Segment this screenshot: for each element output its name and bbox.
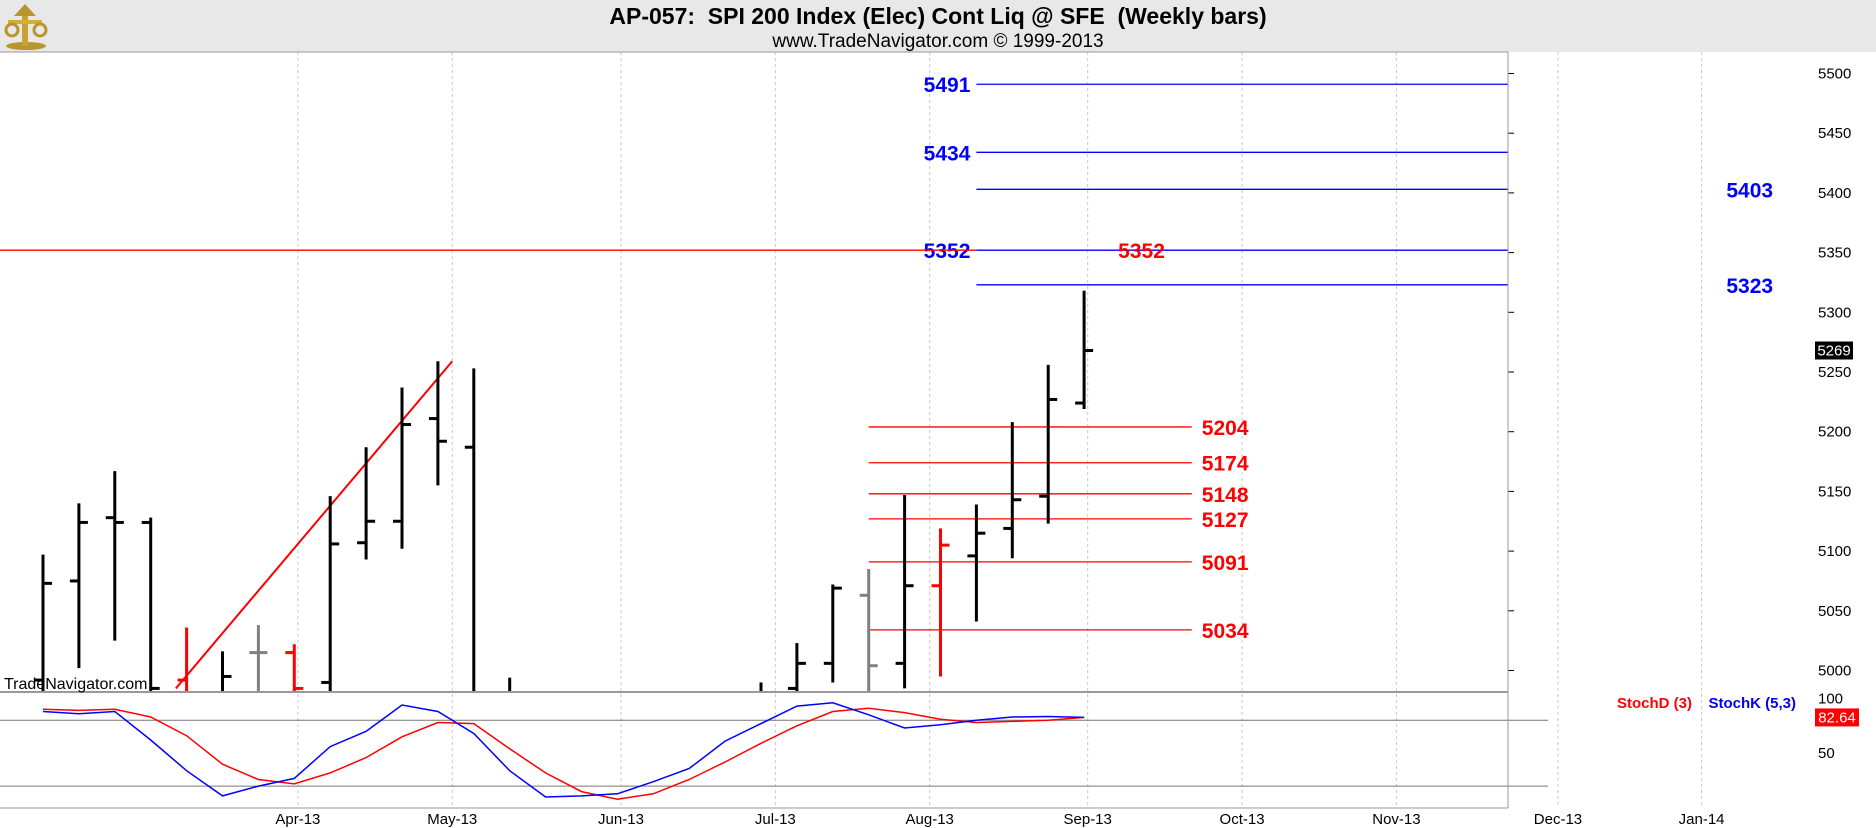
y-tick-label: 5400 [1818,185,1851,202]
y-tick-label: 5200 [1818,424,1851,441]
y-tick-label: 5000 [1818,663,1851,680]
last-price-badge [1815,341,1853,360]
x-tick-label: Apr-13 [275,811,320,828]
x-tick-label: Oct-13 [1220,811,1265,828]
ohlc-bar [1039,364,1058,524]
ohlc-bar [967,504,986,622]
stoch-tick-label: 100 [1818,690,1843,707]
x-tick-label: Dec-13 [1534,811,1582,828]
y-tick-label: 5100 [1818,543,1851,560]
chart-subtitle: www.TradeNavigator.com © 1999-2013 [772,31,1104,52]
ohlc-bar [823,584,842,683]
ohlc-bar [759,682,763,692]
chart-title: AP-057: SPI 200 Index (Elec) Cont Liq @ … [609,3,1267,29]
level-label-5127: 5127 [1202,509,1249,532]
chart-header: AP-057: SPI 200 Index (Elec) Cont Liq @ … [0,0,1876,52]
trendline [175,360,454,690]
stoch-line-k [42,702,1085,798]
stoch-line-d [42,707,1085,800]
level-label-5323: 5323 [1726,275,1773,298]
x-tick-label: Jan-14 [1679,811,1725,828]
ohlc-bar [787,643,806,692]
x-tick-label: May-13 [427,811,477,828]
ohlc-bar [1075,290,1094,410]
watermark-text: TradeNavigator.com [4,676,148,693]
ohlc-bar [895,494,914,689]
ohlc-bar [105,471,124,641]
ohlc-bar [1003,422,1022,559]
level-label-5403: 5403 [1726,179,1773,202]
ohlc-bar [931,528,950,677]
y-tick-label: 5450 [1818,125,1851,142]
legend-stochd: StochD (3) [1617,695,1692,712]
level-label-5434: 5434 [924,142,971,165]
level-label-5091: 5091 [1202,552,1249,575]
x-tick-label: Sep-13 [1064,811,1112,828]
ohlc-bar [69,503,88,669]
x-tick-label: Jul-13 [755,811,796,828]
level-label-5352: 5352 [1118,240,1165,263]
ohlc-bar [464,368,476,692]
level-label-5204: 5204 [1202,417,1249,440]
level-label-5491: 5491 [924,74,971,97]
ohlc-bar [285,644,304,692]
stoch-value-label: 82.64 [1818,709,1856,726]
y-tick-label: 5500 [1818,65,1851,82]
ohlc-bar [34,554,52,692]
y-tick-label: 5300 [1818,304,1851,321]
ohlc-bar [428,361,447,486]
level-label-5148: 5148 [1202,484,1249,507]
y-tick-label: 5350 [1818,245,1851,262]
ohlc-bar [859,569,878,692]
legend-stochk: StochK (5,3) [1708,695,1796,712]
ohlc-bar [177,627,189,692]
x-tick-label: Jun-13 [598,811,644,828]
last-price-label: 5269 [1817,343,1850,360]
ohlc-bar [357,447,376,560]
ohlc-bar [249,625,268,692]
level-label-5034: 5034 [1202,620,1249,643]
level-label-5352: 5352 [924,240,971,263]
ohlc-bar [321,496,340,692]
y-tick-label: 5050 [1818,603,1851,620]
y-tick-label: 5250 [1818,364,1851,381]
y-tick-label: 5150 [1818,483,1851,500]
stoch-value-badge [1815,708,1859,727]
ohlc-bar [221,651,232,692]
x-tick-label: Aug-13 [906,811,954,828]
trade-navigator-logo-icon [2,2,54,52]
x-tick-label: Nov-13 [1372,811,1420,828]
level-label-5174: 5174 [1202,453,1249,476]
ohlc-bar [141,517,160,692]
stoch-tick-label: 50 [1818,745,1835,762]
ohlc-bar [393,387,411,549]
